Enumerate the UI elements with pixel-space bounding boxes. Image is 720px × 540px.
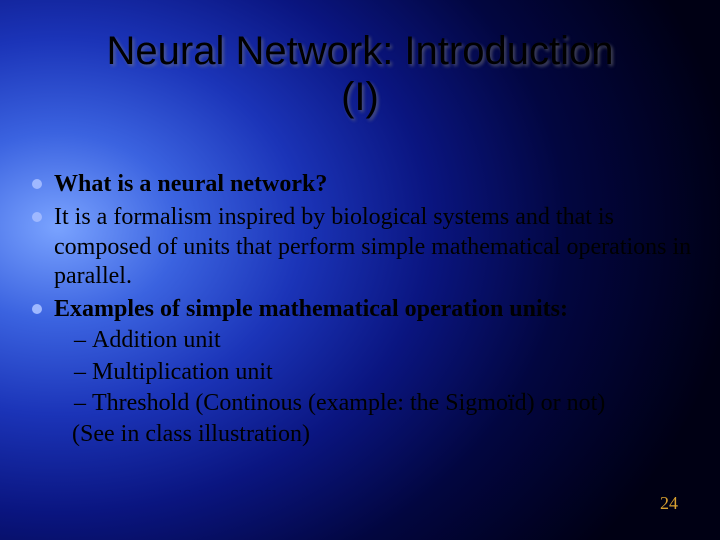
sub-list: Addition unit Multiplication unit Thresh… xyxy=(54,326,700,418)
bullet-list: What is a neural network? It is a formal… xyxy=(28,170,700,449)
slide: Neural Network: Introduction (I) What is… xyxy=(0,0,720,540)
sub-1: Addition unit xyxy=(74,326,700,355)
bullet-2-text: It is a formalism inspired by biological… xyxy=(54,204,691,289)
title-line-1: Neural Network: Introduction xyxy=(107,29,614,73)
bullet-1-text: What is a neural network? xyxy=(54,171,327,197)
title-line-2: (I) xyxy=(341,75,379,119)
page-number: 24 xyxy=(660,493,678,514)
see-in-class: (See in class illustration) xyxy=(54,420,700,449)
sub-2: Multiplication unit xyxy=(74,358,700,387)
slide-title: Neural Network: Introduction (I) xyxy=(0,28,720,120)
bullet-3-text: Examples of simple mathematical operatio… xyxy=(54,296,568,322)
sub-3: Threshold (Continous (example: the Sigmo… xyxy=(74,389,700,418)
bullet-3: Examples of simple mathematical operatio… xyxy=(28,295,700,449)
bullet-2: It is a formalism inspired by biological… xyxy=(28,203,700,291)
slide-body: What is a neural network? It is a formal… xyxy=(28,170,700,453)
bullet-1: What is a neural network? xyxy=(28,170,700,199)
